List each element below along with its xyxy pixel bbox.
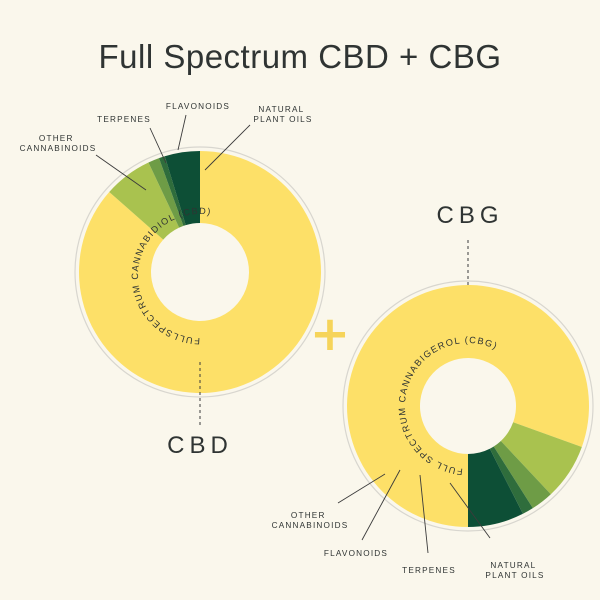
cbd-callout-plant-oils: NATURAL PLANT OILS — [253, 105, 312, 124]
cbd-rim — [74, 146, 326, 398]
cbd-slices — [78, 151, 321, 394]
cbg-callout-line-other-cannabinoids — [337, 473, 386, 504]
cbg-callout-plant-oils-line1: NATURAL — [490, 561, 536, 570]
cbg-slice-2 — [493, 440, 551, 509]
cbg-callout-line-flavonoids — [361, 469, 401, 541]
cbg-callout-terpenes: TERPENES — [402, 566, 456, 575]
cbd-callout-line-other-cannabinoids — [95, 154, 147, 191]
cbg-slice-4 — [468, 448, 523, 527]
cbg-donut: CBG FULL SPECTRUM CANNABIGEROL (CBG) OTH… — [272, 202, 594, 580]
cbd-slice-0 — [78, 151, 321, 394]
cbd-callout-flavonoids: FLAVONOIDS — [166, 102, 230, 111]
cbg-callout-other-cannabinoids-line1: OTHER — [291, 511, 326, 520]
cbd-slice-1 — [109, 162, 180, 240]
cbg-callout-plant-oils: NATURAL PLANT OILS — [485, 561, 544, 580]
cbg-callout-other-cannabinoids-line2: CANNABINOIDS — [272, 521, 349, 530]
cbd-callout-line-flavonoids — [177, 114, 187, 151]
chart-title: Full Spectrum CBD + CBG — [98, 38, 501, 75]
cbd-donut: FULLSPECTRUM CANNABIDIOL (CBD) CBD OTHER… — [20, 102, 326, 459]
cbd-callout-terpenes: TERPENES — [97, 115, 151, 124]
cbg-callout-plant-oils-line2: PLANT OILS — [485, 571, 544, 580]
cbg-rim — [342, 280, 594, 532]
cbd-slice-3 — [159, 156, 186, 226]
cbd-label: CBD — [167, 432, 233, 459]
cbg-callout-line-terpenes — [419, 474, 429, 554]
cbg-callout-flavonoids: FLAVONOIDS — [324, 549, 388, 558]
cbd-callout-plant-oils-line2: PLANT OILS — [253, 115, 312, 124]
cbd-slice-2 — [148, 158, 184, 228]
cbd-callout-plant-oils-line1: NATURAL — [258, 105, 304, 114]
cbg-slice-1 — [500, 422, 582, 495]
cbg-label: CBG — [436, 202, 503, 229]
cbd-callout-line-plant-oils — [204, 124, 251, 171]
cbd-slice-4 — [164, 151, 200, 226]
cbd-callout-other-cannabinoids: OTHER CANNABINOIDS — [20, 134, 97, 153]
cbg-slice-3 — [489, 446, 533, 514]
cbg-slice-0 — [346, 285, 589, 527]
cbg-callout-other-cannabinoids: OTHER CANNABINOIDS — [272, 511, 349, 530]
cbg-callout-line-plant-oils — [449, 482, 491, 539]
cbd-callout-other-cannabinoids-line2: CANNABINOIDS — [20, 144, 97, 153]
cbd-callout-other-cannabinoids-line1: OTHER — [39, 134, 74, 143]
cbd-callout-line-terpenes — [149, 127, 167, 164]
plus-sign: + — [310, 306, 350, 362]
cbg-slices — [346, 285, 589, 527]
